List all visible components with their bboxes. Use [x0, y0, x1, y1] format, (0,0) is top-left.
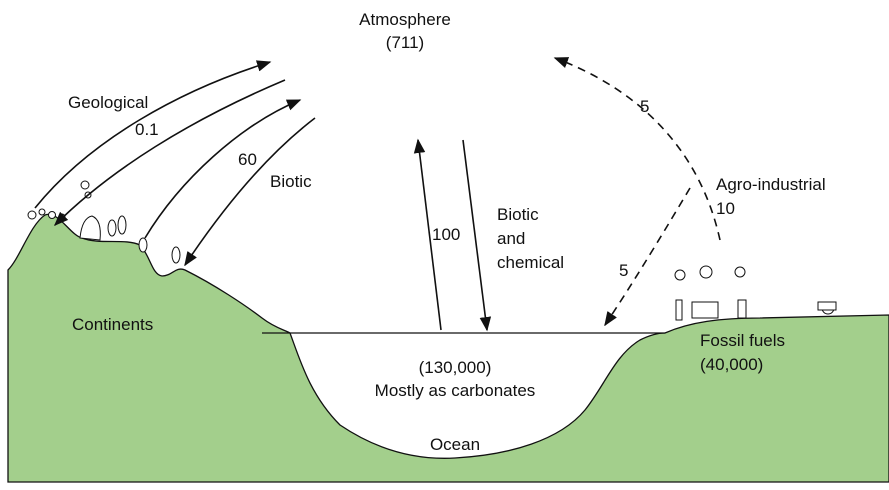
- biotic-label: Biotic: [270, 172, 312, 191]
- biotic-flux: 60: [238, 150, 257, 169]
- factories: [674, 265, 837, 321]
- ocean-amount: (130,000): [419, 358, 492, 377]
- atmosphere-amount: (711): [386, 33, 424, 52]
- ocean-down-arrow: [462, 139, 492, 332]
- ocean-flux: 100: [432, 225, 460, 244]
- ocean-up-arrow: [413, 138, 442, 331]
- geological-up-arrow: [34, 60, 272, 209]
- ocean-label-line: and: [497, 229, 525, 248]
- atmosphere-label: Atmosphere: [359, 10, 451, 29]
- agro-flux-total: 10: [716, 199, 735, 218]
- biotic-down-arrow: [184, 117, 316, 267]
- ocean-label: Ocean: [430, 435, 480, 454]
- biotic-up-arrow: [144, 99, 302, 239]
- geological-flux: 0.1: [135, 120, 159, 139]
- agro-flux-up: 5: [640, 97, 649, 116]
- agro-flux-down: 5: [619, 261, 628, 280]
- agro-up-arrow: [553, 57, 721, 241]
- geological-down-arrow: [53, 79, 286, 227]
- ocean-label-line: chemical: [497, 253, 564, 272]
- geological-label: Geological: [68, 93, 148, 112]
- agro-down-arrow: [604, 187, 691, 327]
- ocean-label-line: Biotic: [497, 205, 539, 224]
- agro-label: Agro-industrial: [716, 175, 826, 194]
- continents-label: Continents: [72, 315, 153, 334]
- ocean-note: Mostly as carbonates: [375, 381, 536, 400]
- fossil-amount: (40,000): [700, 355, 763, 374]
- land: [7, 213, 889, 483]
- fossil-label: Fossil fuels: [700, 331, 785, 350]
